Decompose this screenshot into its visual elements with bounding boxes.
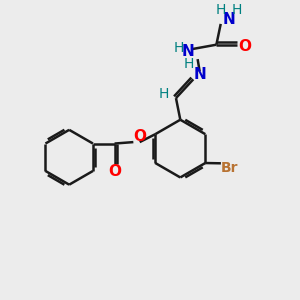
- Text: H: H: [174, 40, 184, 55]
- Text: N: N: [193, 67, 206, 82]
- Text: O: O: [238, 39, 251, 54]
- Text: O: O: [108, 164, 121, 179]
- Text: H: H: [231, 3, 242, 17]
- Text: H: H: [184, 57, 194, 71]
- Text: N: N: [182, 44, 195, 59]
- Text: N: N: [222, 12, 235, 27]
- Text: H: H: [159, 87, 169, 101]
- Text: Br: Br: [221, 161, 238, 175]
- Text: H: H: [215, 3, 226, 17]
- Text: O: O: [133, 129, 146, 144]
